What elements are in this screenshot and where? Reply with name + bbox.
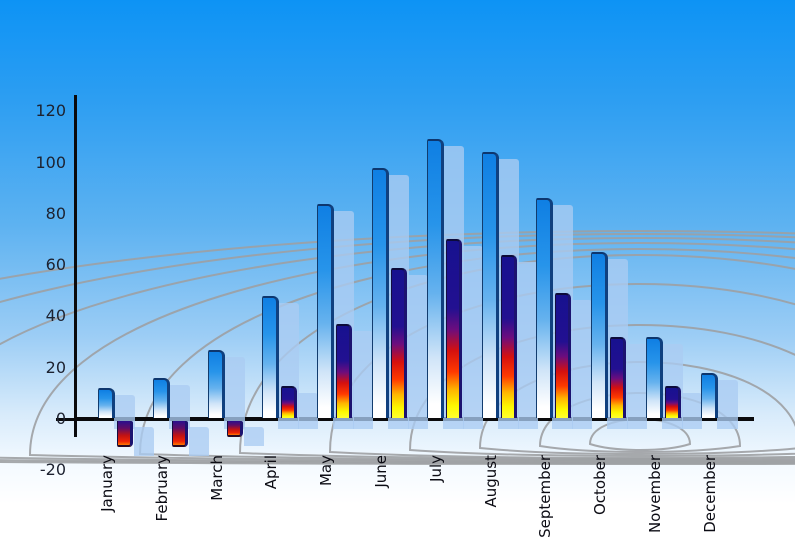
x-label-may: May bbox=[317, 455, 336, 487]
bar-blue-august bbox=[481, 152, 499, 418]
x-label-december: December bbox=[700, 455, 719, 533]
bar-blue-june bbox=[372, 167, 389, 418]
bar-flame-november bbox=[665, 385, 681, 418]
bar-blue-january bbox=[98, 388, 115, 418]
bar-blue-september bbox=[536, 198, 554, 418]
x-label-june: June bbox=[372, 455, 390, 488]
bar-blue-november bbox=[646, 336, 663, 418]
y-tick-label-100: 100 bbox=[35, 152, 66, 172]
shadow-flame-february bbox=[188, 427, 209, 457]
x-label-october: October bbox=[591, 455, 610, 516]
y-tick-label-0: 0 bbox=[55, 409, 66, 428]
x-label-november: November bbox=[646, 455, 664, 534]
x-label-march: March bbox=[207, 455, 226, 501]
x-label-february: February bbox=[152, 455, 171, 522]
shadow-flame-november bbox=[682, 392, 702, 429]
x-label-august: August bbox=[481, 455, 500, 508]
bar-flame-may bbox=[336, 324, 353, 418]
x-label-september: September bbox=[536, 455, 555, 538]
x-label-april: April bbox=[262, 455, 281, 490]
shadow-flame-june bbox=[408, 274, 428, 429]
x-label-july: July bbox=[426, 455, 445, 482]
bar-blue-may bbox=[317, 203, 335, 418]
bar-flame-april bbox=[281, 385, 298, 418]
mesh-ring bbox=[0, 233, 795, 464]
shadow-flame-april bbox=[298, 392, 319, 429]
shadow-blue-february bbox=[168, 384, 190, 429]
mesh-ring bbox=[0, 229, 795, 465]
bar-blue-october bbox=[591, 252, 609, 418]
bar-blue-july bbox=[426, 139, 444, 418]
bar-flame-february bbox=[171, 421, 188, 448]
mesh-ring bbox=[0, 236, 795, 463]
shadow-flame-march bbox=[243, 427, 264, 446]
shadow-flame-october bbox=[627, 343, 648, 429]
bar-blue-march bbox=[207, 349, 225, 418]
shadow-blue-january bbox=[114, 395, 135, 429]
zero-tick bbox=[56, 418, 84, 421]
shadow-flame-july bbox=[462, 246, 483, 429]
bar-flame-june bbox=[391, 267, 407, 418]
bar-flame-march bbox=[226, 421, 243, 437]
shadow-flame-august bbox=[517, 261, 538, 429]
bar-flame-august bbox=[500, 254, 517, 418]
shadow-flame-may bbox=[353, 331, 374, 429]
bar-flame-january bbox=[117, 421, 133, 448]
bar-flame-september bbox=[555, 293, 572, 418]
y-tick-label-80: 80 bbox=[45, 203, 66, 223]
bar-flame-october bbox=[610, 336, 627, 418]
shadow-blue-december bbox=[716, 379, 738, 429]
y-tick-label-120: 120 bbox=[35, 101, 66, 121]
bar-flame-july bbox=[445, 239, 462, 418]
shadow-flame-january bbox=[134, 427, 154, 457]
shadow-flame-september bbox=[572, 300, 593, 429]
y-tick-label--20: -20 bbox=[39, 460, 66, 480]
bar-blue-april bbox=[262, 295, 280, 418]
y-axis-line bbox=[74, 95, 77, 437]
y-tick-label-20: 20 bbox=[45, 357, 66, 377]
y-tick-label-40: 40 bbox=[45, 306, 66, 326]
bar-blue-december bbox=[700, 372, 718, 418]
bar-blue-february bbox=[152, 377, 170, 418]
x-label-january: January bbox=[98, 455, 116, 512]
mesh-ring bbox=[28, 242, 795, 462]
y-tick-label-60: 60 bbox=[45, 255, 66, 275]
shadow-blue-march bbox=[223, 356, 245, 429]
